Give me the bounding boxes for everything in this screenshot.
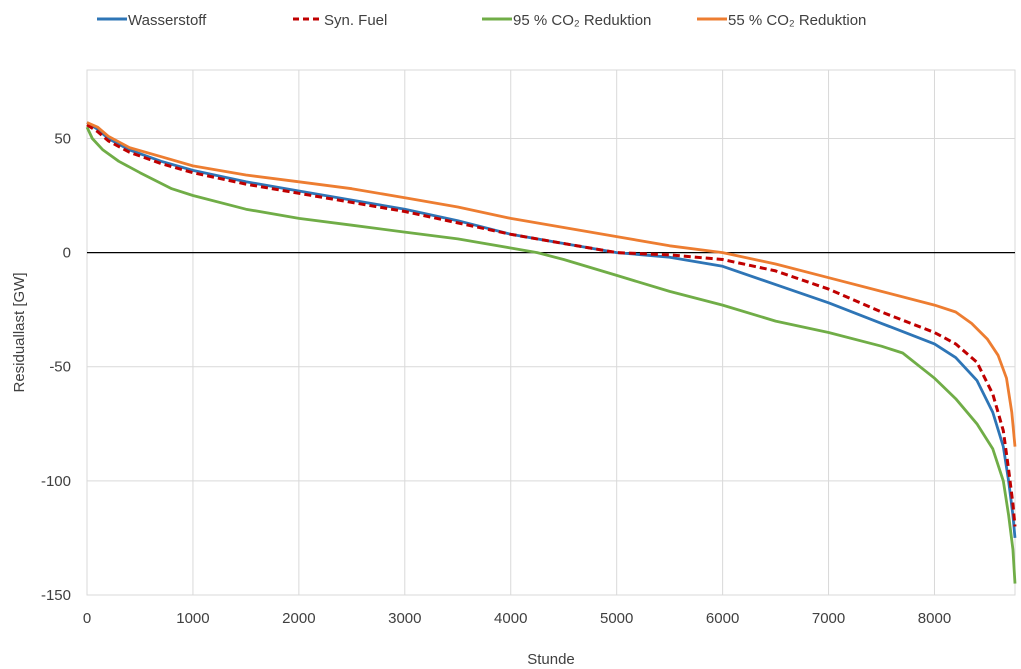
y-tick-label: 50 [54, 130, 71, 147]
y-axis-title: Residuallast [GW] [11, 272, 28, 392]
legend-label-2: Syn. Fuel [324, 12, 387, 29]
legend-label-4: 55 % CO₂ Reduktion [728, 12, 866, 29]
series-line-4 [86, 121, 1017, 447]
series-line-1 [86, 121, 1017, 539]
x-tick-label: 8000 [918, 610, 951, 627]
legend: Wasserstoff Syn. Fuel 95 % CO₂ Reduktion 55… [97, 12, 866, 29]
x-axis-ticks: 0 1000 2000 3000 4000 5000 6000 7000 8000 [83, 610, 951, 627]
gridlines [87, 70, 1015, 595]
legend-label-1: Wasserstoff [128, 12, 207, 29]
y-axis-ticks: 50 0 -50 -100 -150 [41, 130, 71, 604]
x-tick-label: 5000 [600, 610, 633, 627]
x-tick-label: 1000 [176, 610, 209, 627]
x-tick-label: 0 [83, 610, 91, 627]
x-tick-label: 3000 [388, 610, 421, 627]
y-tick-label: -100 [41, 473, 71, 490]
x-axis-title: Stunde [527, 651, 575, 668]
legend-label-3: 95 % CO₂ Reduktion [513, 12, 651, 29]
x-tick-label: 7000 [812, 610, 845, 627]
y-tick-label: -50 [49, 359, 71, 376]
series-layer [85, 121, 1017, 584]
y-tick-label: 0 [63, 245, 71, 262]
y-tick-label: -150 [41, 587, 71, 604]
x-tick-label: 6000 [706, 610, 739, 627]
series-line-3 [85, 126, 1017, 584]
x-tick-label: 4000 [494, 610, 527, 627]
plot-area [86, 69, 1016, 596]
x-tick-label: 2000 [282, 610, 315, 627]
